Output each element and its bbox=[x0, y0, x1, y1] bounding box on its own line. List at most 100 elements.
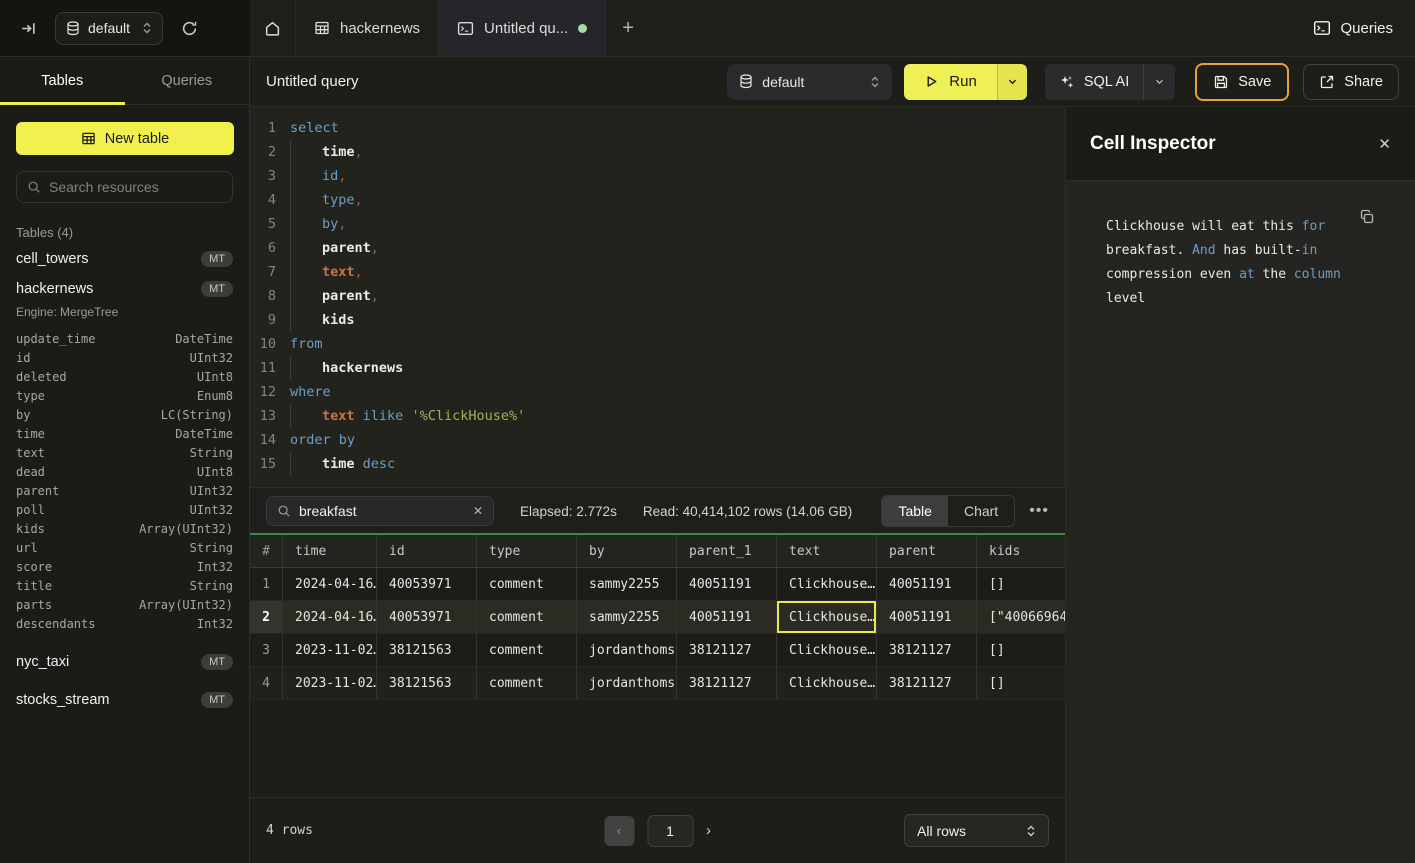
schema-column-row[interactable]: urlString bbox=[0, 538, 249, 557]
refresh-button[interactable] bbox=[177, 16, 202, 41]
sidebar-item-hackernews[interactable]: hackernews MT bbox=[0, 274, 249, 304]
next-page-button[interactable]: › bbox=[706, 822, 711, 839]
table-cell[interactable]: Clickhouse… bbox=[777, 568, 877, 600]
sidebar-tab-queries[interactable]: Queries bbox=[125, 57, 250, 104]
table-cell[interactable]: 40051191 bbox=[877, 568, 977, 600]
schema-column-row[interactable]: deletedUInt8 bbox=[0, 367, 249, 386]
table-cell[interactable]: comment bbox=[477, 634, 577, 666]
table-cell[interactable]: 38121127 bbox=[877, 667, 977, 699]
column-header[interactable]: parent_1 bbox=[677, 535, 777, 567]
table-cell[interactable]: 38121127 bbox=[677, 634, 777, 666]
more-options-button[interactable]: ••• bbox=[1029, 502, 1049, 520]
table-cell[interactable]: jordanthoms bbox=[577, 667, 677, 699]
table-cell[interactable]: Clickhouse… bbox=[777, 634, 877, 666]
line-number: 3 bbox=[250, 164, 290, 188]
table-cell[interactable]: 2023-11-02… bbox=[283, 634, 377, 666]
column-header[interactable]: parent bbox=[877, 535, 977, 567]
results-search-input[interactable] bbox=[299, 503, 465, 519]
table-cell[interactable]: comment bbox=[477, 667, 577, 699]
table-row[interactable]: 22024-04-16…40053971commentsammy22554005… bbox=[250, 601, 1065, 634]
view-toggle-table[interactable]: Table bbox=[882, 496, 947, 526]
sql-ai-button[interactable]: SQL AI bbox=[1045, 64, 1175, 100]
sidebar-item-nyc-taxi[interactable]: nyc_taxi MT bbox=[0, 647, 249, 677]
table-cell[interactable]: 38121563 bbox=[377, 634, 477, 666]
run-button[interactable]: Run bbox=[904, 64, 1027, 100]
table-cell[interactable]: 2023-11-02… bbox=[283, 667, 377, 699]
collapse-sidebar-button[interactable] bbox=[16, 16, 41, 41]
column-header[interactable]: kids bbox=[977, 535, 1065, 567]
schema-column-row[interactable]: partsArray(UInt32) bbox=[0, 595, 249, 614]
schema-column-row[interactable]: textString bbox=[0, 443, 249, 462]
table-cell[interactable]: 40053971 bbox=[377, 601, 477, 633]
page-size-selector[interactable]: All rows bbox=[904, 814, 1049, 847]
table-cell[interactable]: [] bbox=[977, 568, 1065, 600]
schema-column-row[interactable]: byLC(String) bbox=[0, 405, 249, 424]
view-toggle-chart[interactable]: Chart bbox=[948, 496, 1014, 526]
tab-untitled-query[interactable]: Untitled qu... bbox=[439, 0, 606, 56]
schema-column-row[interactable]: timeDateTime bbox=[0, 424, 249, 443]
sidebar-item-stocks-stream[interactable]: stocks_stream MT bbox=[0, 685, 249, 715]
schema-column-row[interactable]: deadUInt8 bbox=[0, 462, 249, 481]
table-cell[interactable]: sammy2255 bbox=[577, 568, 677, 600]
schema-column-row[interactable]: titleString bbox=[0, 576, 249, 595]
schema-column-row[interactable]: update_timeDateTime bbox=[0, 329, 249, 348]
table-cell[interactable]: sammy2255 bbox=[577, 601, 677, 633]
table-cell[interactable]: Clickhouse… bbox=[777, 667, 877, 699]
schema-column-row[interactable]: descendantsInt32 bbox=[0, 614, 249, 633]
run-options-caret[interactable] bbox=[997, 64, 1027, 100]
table-row[interactable]: 12024-04-16…40053971commentsammy22554005… bbox=[250, 568, 1065, 601]
resource-search[interactable] bbox=[16, 171, 233, 203]
share-button[interactable]: Share bbox=[1303, 64, 1399, 100]
table-cell[interactable]: 2024-04-16… bbox=[283, 601, 377, 633]
clear-search-button[interactable]: ✕ bbox=[473, 504, 483, 518]
results-search[interactable]: ✕ bbox=[266, 496, 494, 526]
current-page[interactable]: 1 bbox=[647, 815, 693, 847]
sql-editor[interactable]: 1select2time,3id,4type,5by,6parent,7text… bbox=[250, 107, 1065, 488]
schema-column-row[interactable]: idUInt32 bbox=[0, 348, 249, 367]
table-cell[interactable]: Clickhouse… bbox=[777, 601, 877, 633]
sidebar-item-cell-towers[interactable]: cell_towers MT bbox=[0, 244, 249, 274]
sidebar-tab-tables[interactable]: Tables bbox=[0, 57, 125, 104]
schema-column-row[interactable]: parentUInt32 bbox=[0, 481, 249, 500]
table-cell[interactable]: 38121127 bbox=[877, 634, 977, 666]
table-cell[interactable]: 40051191 bbox=[877, 601, 977, 633]
column-header[interactable]: id bbox=[377, 535, 477, 567]
save-button[interactable]: Save bbox=[1195, 63, 1289, 101]
schema-column-row[interactable]: pollUInt32 bbox=[0, 500, 249, 519]
sql-ai-options-caret[interactable] bbox=[1143, 64, 1175, 100]
table-cell[interactable]: comment bbox=[477, 568, 577, 600]
new-tab-button[interactable]: + bbox=[606, 0, 650, 56]
column-header[interactable]: type bbox=[477, 535, 577, 567]
table-cell[interactable]: 40053971 bbox=[377, 568, 477, 600]
schema-column-row[interactable]: typeEnum8 bbox=[0, 386, 249, 405]
table-row[interactable]: 32023-11-02…38121563commentjordanthoms38… bbox=[250, 634, 1065, 667]
tab-home[interactable] bbox=[250, 0, 296, 56]
table-cell[interactable]: 38121563 bbox=[377, 667, 477, 699]
table-cell[interactable]: 40051191 bbox=[677, 568, 777, 600]
column-header[interactable]: # bbox=[250, 535, 283, 567]
table-cell[interactable]: ["40066964… bbox=[977, 601, 1065, 633]
new-table-button[interactable]: New table bbox=[16, 122, 234, 155]
table-row[interactable]: 42023-11-02…38121563commentjordanthoms38… bbox=[250, 667, 1065, 700]
table-cell[interactable]: 38121127 bbox=[677, 667, 777, 699]
table-cell[interactable]: comment bbox=[477, 601, 577, 633]
schema-column-row[interactable]: kidsArray(UInt32) bbox=[0, 519, 249, 538]
queries-button[interactable]: Queries bbox=[1313, 19, 1393, 37]
column-header[interactable]: text bbox=[777, 535, 877, 567]
schema-column-row[interactable]: scoreInt32 bbox=[0, 557, 249, 576]
editor-line: 6parent, bbox=[250, 236, 1065, 260]
column-header[interactable]: by bbox=[577, 535, 677, 567]
resource-search-input[interactable] bbox=[49, 179, 222, 195]
tab-hackernews[interactable]: hackernews bbox=[296, 0, 439, 56]
table-cell[interactable]: jordanthoms bbox=[577, 634, 677, 666]
query-database-selector[interactable]: default bbox=[727, 64, 892, 100]
close-inspector-button[interactable]: ✕ bbox=[1378, 135, 1391, 153]
previous-page-button[interactable]: ‹ bbox=[604, 816, 634, 846]
table-cell[interactable]: 2024-04-16… bbox=[283, 568, 377, 600]
table-cell[interactable]: 40051191 bbox=[677, 601, 777, 633]
copy-cell-value-button[interactable] bbox=[1359, 209, 1375, 225]
column-header[interactable]: time bbox=[283, 535, 377, 567]
table-cell[interactable]: [] bbox=[977, 667, 1065, 699]
table-cell[interactable]: [] bbox=[977, 634, 1065, 666]
topbar-database-selector[interactable]: default bbox=[55, 12, 163, 45]
